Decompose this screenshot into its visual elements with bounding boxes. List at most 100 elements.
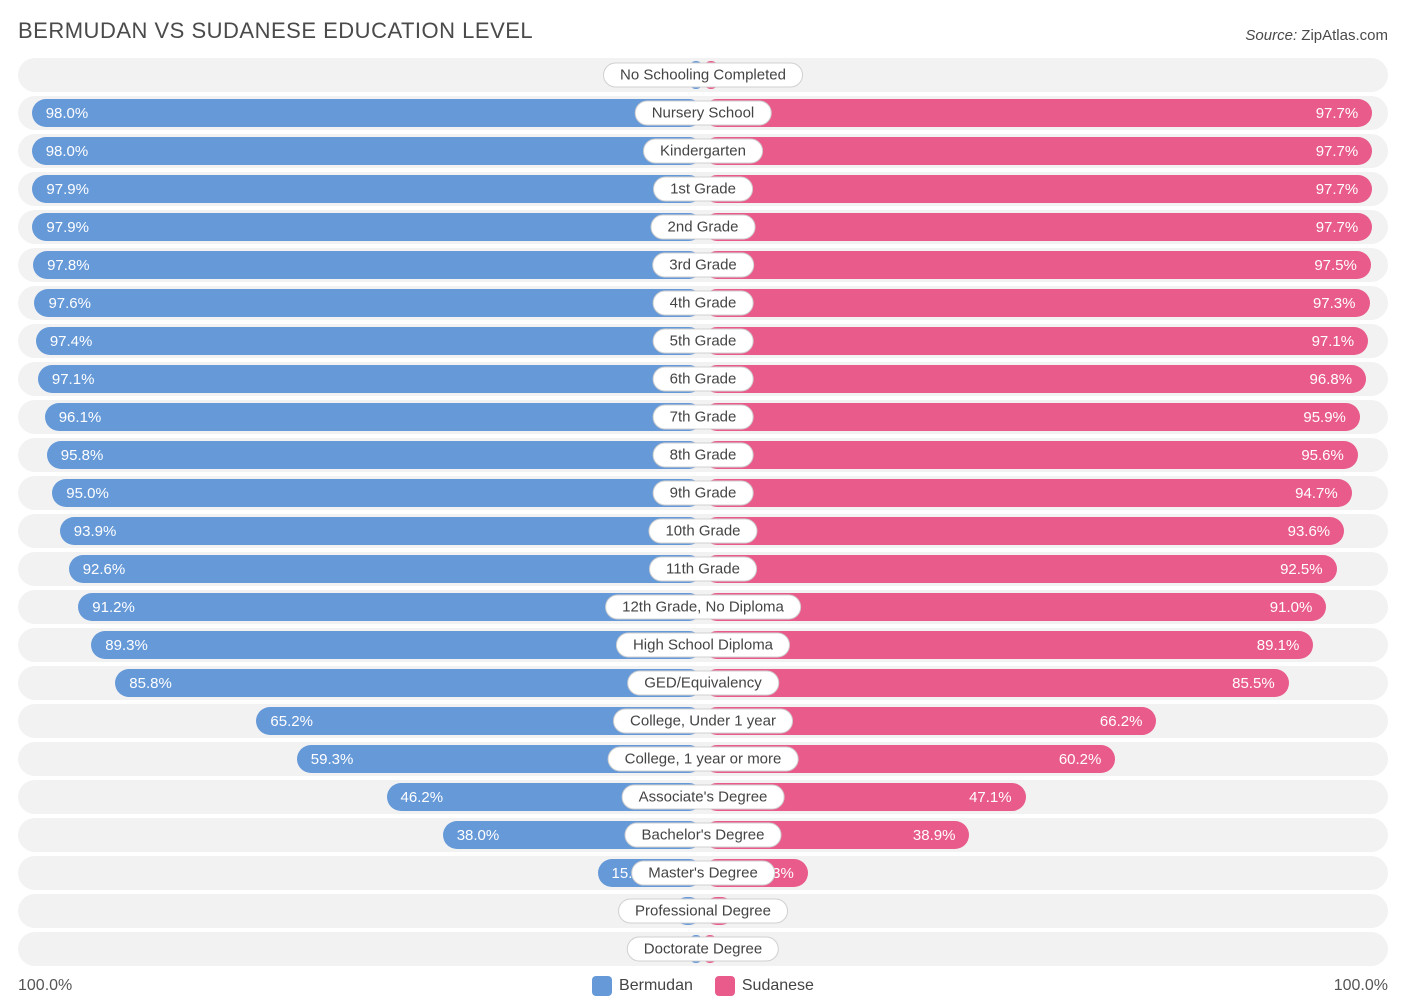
bar-right: 97.5% (703, 251, 1371, 279)
bar-value-left: 92.6% (83, 561, 126, 578)
bar-track-left: 2.1%2.1% (18, 58, 703, 92)
bar-row: 89.3% 89.1%High School Diploma (18, 628, 1388, 662)
category-label: College, Under 1 year (613, 709, 793, 734)
category-label: Nursery School (635, 101, 772, 126)
bar-left: 92.6% (69, 555, 703, 583)
bar-right: 97.7% (703, 175, 1372, 203)
bar-track-left: 95.8% (18, 438, 703, 472)
bar-value-left: 91.2% (92, 599, 135, 616)
bar-value-left: 97.6% (48, 295, 91, 312)
bar-right: 93.6% (703, 517, 1344, 545)
bar-row: 65.2% 66.2% College, Under 1 year (18, 704, 1388, 738)
bar-value-left: 97.9% (46, 219, 89, 236)
bar-row: 91.2% 91.0% 12th Grade, No Diploma (18, 590, 1388, 624)
bar-value-right: 38.9% (913, 827, 956, 844)
bar-row: 97.4%97.1%5th Grade (18, 324, 1388, 358)
bar-track-right: 2.1%2.1% (703, 932, 1388, 966)
bar-left: 95.0% (52, 479, 703, 507)
bar-track-right: 97.3% (703, 286, 1388, 320)
bar-track-left: 65.2% (18, 704, 703, 738)
bar-track-right: 92.5% (703, 552, 1388, 586)
axis-max-right: 100.0% (1334, 977, 1388, 995)
bar-track-right: 89.1% (703, 628, 1388, 662)
category-label: Doctorate Degree (627, 937, 779, 962)
bar-row: 2.1%2.1%2.3%2.3%No Schooling Completed (18, 58, 1388, 92)
bar-track-left: 89.3% (18, 628, 703, 662)
category-label: 6th Grade (653, 367, 754, 392)
source-prefix: Source: (1245, 27, 1297, 44)
bar-track-right: 95.9% (703, 400, 1388, 434)
category-label: 9th Grade (653, 481, 754, 506)
bar-value-right: 91.0% (1270, 599, 1313, 616)
bar-track-right: 85.5% (703, 666, 1388, 700)
bar-right: 95.9% (703, 403, 1360, 431)
bar-track-left: 15.4% (18, 856, 703, 890)
bar-value-left: 65.2% (270, 713, 313, 730)
category-label: Professional Degree (618, 899, 788, 924)
bar-track-right: 97.1% (703, 324, 1388, 358)
bar-right: 95.6% (703, 441, 1358, 469)
bar-right: 97.3% (703, 289, 1370, 317)
bar-row: 97.8%97.5%3rd Grade (18, 248, 1388, 282)
bar-value-left: 97.1% (52, 371, 95, 388)
bar-value-left: 95.8% (61, 447, 104, 464)
bar-track-right: 2.3%2.3% (703, 58, 1388, 92)
bar-value-right: 47.1% (969, 789, 1012, 806)
bar-row: 92.6% 92.5%11th Grade (18, 552, 1388, 586)
bar-row: 59.3%60.2%College, 1 year or more (18, 742, 1388, 776)
source-attribution: Source: ZipAtlas.com (1245, 27, 1388, 44)
bar-row: 98.0%97.7%Nursery School (18, 96, 1388, 130)
legend-swatch-right (715, 976, 735, 996)
category-label: 10th Grade (648, 519, 757, 544)
source-name: ZipAtlas.com (1301, 27, 1388, 44)
chart-title: BERMUDAN VS SUDANESE EDUCATION LEVEL (18, 18, 533, 44)
chart-header: BERMUDAN VS SUDANESE EDUCATION LEVEL Sou… (18, 18, 1388, 44)
bar-row: 97.1% 96.8%6th Grade (18, 362, 1388, 396)
category-label: Master's Degree (631, 861, 775, 886)
bar-right: 89.1% (703, 631, 1313, 659)
bar-track-left: 96.1% (18, 400, 703, 434)
bar-left: 97.9% (32, 213, 703, 241)
category-label: Kindergarten (643, 139, 763, 164)
bar-row: 1.8%1.8%2.1%2.1%Doctorate Degree (18, 932, 1388, 966)
bar-track-right: 97.7% (703, 134, 1388, 168)
bar-track-left: 97.9% (18, 172, 703, 206)
category-label: 12th Grade, No Diploma (605, 595, 801, 620)
bar-value-right: 97.7% (1316, 219, 1359, 236)
bar-track-left: 93.9% (18, 514, 703, 548)
axis-max-left: 100.0% (18, 977, 72, 995)
bar-left: 89.3% (91, 631, 703, 659)
category-label: 8th Grade (653, 443, 754, 468)
bar-row: 98.0%97.7%Kindergarten (18, 134, 1388, 168)
bar-track-right: 96.8% (703, 362, 1388, 396)
bar-track-right: 97.7% (703, 172, 1388, 206)
bar-value-right: 97.3% (1313, 295, 1356, 312)
bar-value-left: 89.3% (105, 637, 148, 654)
bar-value-right: 97.7% (1316, 105, 1359, 122)
bar-value-right: 97.5% (1314, 257, 1357, 274)
bar-left: 85.8% (115, 669, 703, 697)
bar-track-left: 97.6% (18, 286, 703, 320)
category-label: Bachelor's Degree (625, 823, 782, 848)
bar-row: 96.1%95.9%7th Grade (18, 400, 1388, 434)
category-label: High School Diploma (616, 633, 790, 658)
bar-track-left: 91.2% (18, 590, 703, 624)
category-label: 2nd Grade (651, 215, 756, 240)
category-label: 11th Grade (649, 557, 757, 582)
bar-track-right: 4.6%4.6% (703, 894, 1388, 928)
bar-row: 93.9%93.6%10th Grade (18, 514, 1388, 548)
bar-value-right: 95.9% (1303, 409, 1346, 426)
bar-right: 97.7% (703, 213, 1372, 241)
bar-track-right: 93.6% (703, 514, 1388, 548)
bar-track-left: 97.9% (18, 210, 703, 244)
bar-row: 97.9%97.7%1st Grade (18, 172, 1388, 206)
bar-value-left: 38.0% (457, 827, 500, 844)
bar-track-right: 97.7% (703, 96, 1388, 130)
bar-left: 97.8% (33, 251, 703, 279)
chart-footer: 100.0% Bermudan Sudanese 100.0% (18, 972, 1388, 1000)
bar-row: 85.8%85.5%GED/Equivalency (18, 666, 1388, 700)
category-label: 4th Grade (653, 291, 754, 316)
bar-track-left: 97.4% (18, 324, 703, 358)
bar-value-left: 85.8% (129, 675, 172, 692)
bar-value-right: 66.2% (1100, 713, 1143, 730)
